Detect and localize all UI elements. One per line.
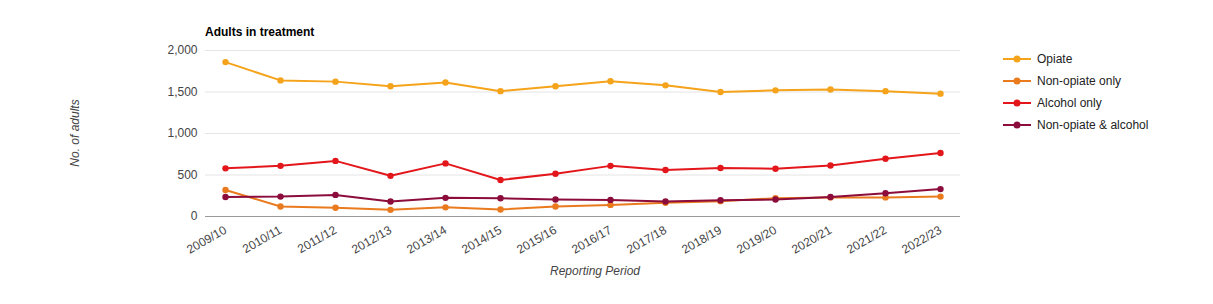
svg-text:2011/12: 2011/12 xyxy=(295,223,339,257)
svg-text:2015/16: 2015/16 xyxy=(514,223,559,257)
svg-text:2010/11: 2010/11 xyxy=(240,223,284,257)
svg-text:1,000: 1,000 xyxy=(167,126,197,140)
html-text:Non-opiate & alcohol: Non-opiate & alcohol xyxy=(1037,118,1149,132)
svg-text:2014/15: 2014/15 xyxy=(459,223,504,257)
svg-text:2021/22: 2021/22 xyxy=(844,223,889,257)
html-text:No. of adults: No. of adults xyxy=(68,99,82,167)
html-text:Adults in treatment: Adults in treatment xyxy=(205,25,315,39)
svg-text:500: 500 xyxy=(177,168,197,182)
svg-text:2022/23: 2022/23 xyxy=(899,223,944,257)
svg-text:2,000: 2,000 xyxy=(167,43,197,57)
html-text:Opiate: Opiate xyxy=(1037,52,1073,66)
html-text:Alcohol only: Alcohol only xyxy=(1037,96,1102,110)
svg-text:2018/19: 2018/19 xyxy=(679,223,724,257)
svg-text:2016/17: 2016/17 xyxy=(569,223,614,257)
html-text:Non-opiate only: Non-opiate only xyxy=(1037,74,1122,88)
svg-text:0: 0 xyxy=(191,209,198,223)
svg-text:1,500: 1,500 xyxy=(167,85,197,99)
html-text:Reporting Period: Reporting Period xyxy=(550,264,640,278)
svg-text:2012/13: 2012/13 xyxy=(349,223,394,257)
svg-text:2019/20: 2019/20 xyxy=(734,223,779,257)
svg-text:2020/21: 2020/21 xyxy=(789,223,834,257)
svg-text:2013/14: 2013/14 xyxy=(404,223,449,257)
svg-text:2017/18: 2017/18 xyxy=(624,223,669,257)
svg-text:2009/10: 2009/10 xyxy=(184,223,229,257)
